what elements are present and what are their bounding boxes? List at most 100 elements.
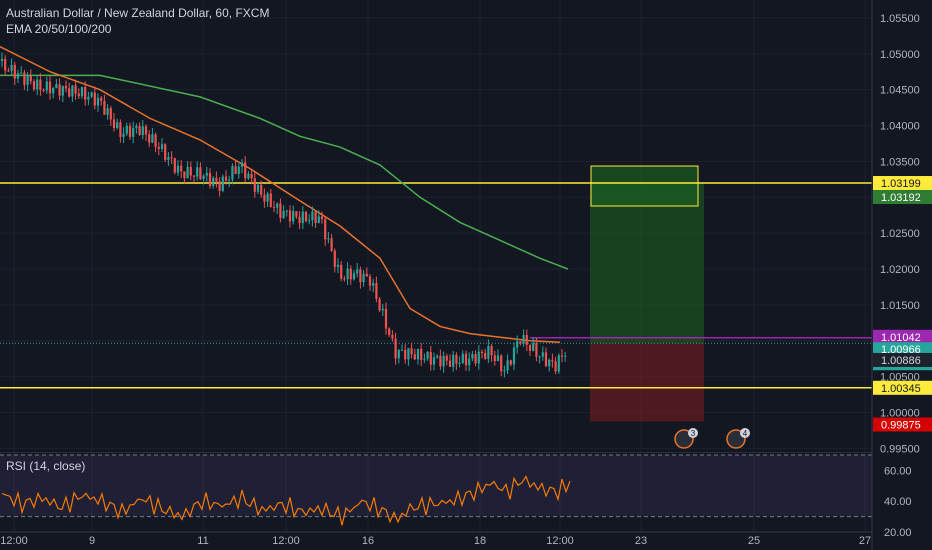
candle-body[interactable]	[388, 328, 391, 335]
candle-body[interactable]	[500, 355, 503, 372]
candle-body[interactable]	[442, 355, 445, 367]
candle-body[interactable]	[436, 355, 439, 358]
candle-body[interactable]	[448, 360, 452, 367]
candle-body[interactable]	[87, 96, 90, 100]
candle-body[interactable]	[359, 269, 362, 283]
candle-body[interactable]	[52, 87, 55, 94]
candle-body[interactable]	[336, 264, 340, 267]
candle-body[interactable]	[468, 358, 471, 366]
candle-body[interactable]	[506, 360, 509, 371]
candle-body[interactable]	[189, 166, 192, 176]
candle-body[interactable]	[426, 352, 429, 359]
candle-body[interactable]	[493, 355, 496, 362]
candle-body[interactable]	[288, 210, 292, 222]
candle-body[interactable]	[272, 206, 276, 208]
candle-body[interactable]	[122, 133, 125, 138]
candle-body[interactable]	[317, 216, 320, 224]
candle-body[interactable]	[554, 361, 557, 372]
candle-body[interactable]	[23, 72, 26, 85]
candle-body[interactable]	[224, 176, 228, 181]
candle-body[interactable]	[519, 341, 522, 344]
candle-body[interactable]	[154, 134, 157, 147]
candle-body[interactable]	[90, 92, 93, 97]
candle-body[interactable]	[202, 175, 205, 180]
candle-body[interactable]	[509, 360, 512, 365]
candle-body[interactable]	[215, 177, 218, 182]
candle-body[interactable]	[496, 355, 500, 362]
candle-body[interactable]	[298, 216, 301, 224]
candle-body[interactable]	[256, 184, 260, 192]
rsi-line[interactable]	[1, 475, 571, 526]
candle-body[interactable]	[522, 334, 525, 344]
candle-body[interactable]	[106, 108, 109, 115]
candle-body[interactable]	[125, 125, 128, 134]
candle-body[interactable]	[205, 172, 208, 176]
candle-body[interactable]	[381, 308, 384, 311]
candle-body[interactable]	[564, 355, 567, 357]
candle-body[interactable]	[29, 75, 32, 82]
candle-body[interactable]	[167, 157, 170, 160]
candle-body[interactable]	[100, 97, 103, 102]
candle-body[interactable]	[535, 343, 538, 357]
candle-body[interactable]	[26, 75, 29, 85]
event-marker[interactable]: 3	[674, 428, 698, 449]
candle-body[interactable]	[279, 203, 282, 219]
candle-body[interactable]	[512, 347, 516, 365]
candle-body[interactable]	[39, 79, 42, 91]
position-profit-zone[interactable]	[590, 183, 704, 344]
candle-body[interactable]	[58, 84, 61, 96]
candle-body[interactable]	[48, 81, 52, 94]
candle-body[interactable]	[84, 87, 87, 100]
price-axis[interactable]	[872, 0, 932, 550]
candle-body[interactable]	[263, 194, 266, 202]
candle-body[interactable]	[477, 351, 480, 364]
candle-body[interactable]	[96, 97, 100, 106]
candle-body[interactable]	[240, 162, 244, 167]
candle-body[interactable]	[109, 108, 112, 120]
candle-body[interactable]	[221, 176, 224, 191]
candle-body[interactable]	[397, 349, 400, 359]
candle-body[interactable]	[308, 220, 311, 222]
candle-body[interactable]	[484, 353, 487, 359]
candle-body[interactable]	[544, 352, 548, 367]
candle-body[interactable]	[266, 193, 269, 202]
candle-body[interactable]	[74, 85, 77, 94]
candle-body[interactable]	[45, 81, 48, 91]
candle-body[interactable]	[461, 353, 464, 363]
candle-body[interactable]	[516, 341, 519, 348]
candle-body[interactable]	[71, 85, 74, 97]
candle-body[interactable]	[327, 238, 330, 240]
candle-body[interactable]	[474, 353, 477, 364]
candle-body[interactable]	[464, 353, 468, 366]
candle-body[interactable]	[452, 354, 455, 367]
candle-body[interactable]	[352, 273, 356, 280]
candle-body[interactable]	[173, 158, 176, 173]
position-loss-zone[interactable]	[590, 343, 704, 422]
candle-body[interactable]	[423, 358, 426, 360]
pane-divider[interactable]	[0, 452, 872, 453]
candle-body[interactable]	[528, 344, 532, 351]
candle-body[interactable]	[138, 126, 141, 136]
candle-body[interactable]	[237, 166, 240, 174]
candle-body[interactable]	[429, 352, 432, 365]
candle-body[interactable]	[292, 211, 295, 222]
candle-body[interactable]	[42, 90, 45, 92]
candle-body[interactable]	[196, 167, 199, 177]
candle-body[interactable]	[311, 211, 314, 221]
candle-body[interactable]	[116, 122, 119, 129]
candle-body[interactable]	[253, 178, 256, 192]
candle-body[interactable]	[218, 181, 221, 191]
candle-body[interactable]	[128, 125, 132, 137]
candle-body[interactable]	[135, 126, 138, 129]
candle-body[interactable]	[176, 165, 180, 173]
candle-body[interactable]	[32, 81, 36, 90]
candle-body[interactable]	[541, 352, 544, 357]
candle-body[interactable]	[384, 308, 388, 329]
candle-body[interactable]	[61, 85, 64, 96]
candle-body[interactable]	[250, 173, 253, 179]
candle-body[interactable]	[400, 349, 404, 351]
candle-body[interactable]	[346, 268, 349, 279]
candle-body[interactable]	[333, 250, 336, 267]
candle-body[interactable]	[228, 179, 231, 181]
